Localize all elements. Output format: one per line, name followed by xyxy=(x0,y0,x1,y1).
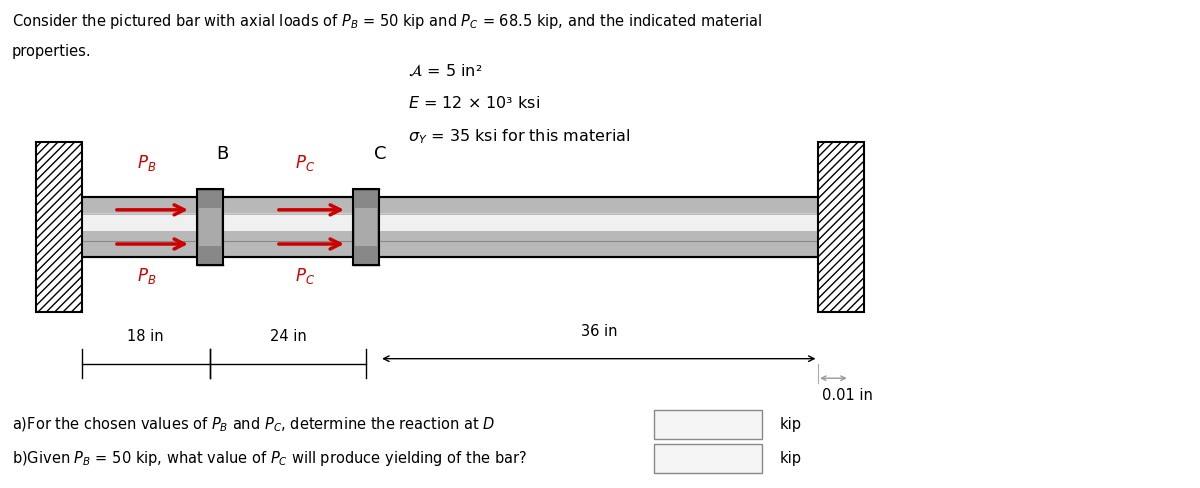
Text: $P_B$: $P_B$ xyxy=(137,153,156,173)
Text: $E$ = 12 × 10³ ksi: $E$ = 12 × 10³ ksi xyxy=(408,95,540,111)
Text: 36 in: 36 in xyxy=(581,324,617,339)
Bar xyxy=(355,208,377,246)
FancyBboxPatch shape xyxy=(654,444,762,473)
Bar xyxy=(36,142,82,312)
Bar xyxy=(199,208,221,246)
Bar xyxy=(78,215,822,231)
Text: $\sigma_Y$ = 35 ksi for this material: $\sigma_Y$ = 35 ksi for this material xyxy=(408,127,630,145)
Bar xyxy=(197,189,223,264)
Bar xyxy=(818,142,864,312)
Text: 24 in: 24 in xyxy=(270,329,306,344)
Text: Consider the pictured bar with axial loads of $P_B$ = 50 kip and $P_C$ = 68.5 ki: Consider the pictured bar with axial loa… xyxy=(12,12,762,31)
Text: A: A xyxy=(53,145,65,163)
Bar xyxy=(353,189,379,264)
Text: C: C xyxy=(374,145,386,163)
Text: kip: kip xyxy=(780,451,802,466)
Text: $P_C$: $P_C$ xyxy=(295,153,316,173)
Text: $P_B$: $P_B$ xyxy=(137,266,156,286)
Text: properties.: properties. xyxy=(12,44,91,59)
Text: $\mathcal{A}$ = 5 in²: $\mathcal{A}$ = 5 in² xyxy=(408,63,482,79)
Text: $P_C$: $P_C$ xyxy=(295,266,316,286)
Text: b)Given $P_B$ = 50 kip, what value of $P_C$ will produce yielding of the bar?: b)Given $P_B$ = 50 kip, what value of $P… xyxy=(12,449,527,468)
FancyBboxPatch shape xyxy=(654,410,762,439)
Bar xyxy=(78,197,822,257)
Text: D: D xyxy=(821,145,835,163)
Text: a)For the chosen values of $P_B$ and $P_C$, determine the reaction at $D$: a)For the chosen values of $P_B$ and $P_… xyxy=(12,415,496,434)
Text: 18 in: 18 in xyxy=(127,329,164,344)
Text: B: B xyxy=(216,145,228,163)
Bar xyxy=(78,249,822,257)
Text: kip: kip xyxy=(780,417,802,432)
Text: 0.01 in: 0.01 in xyxy=(822,388,872,403)
